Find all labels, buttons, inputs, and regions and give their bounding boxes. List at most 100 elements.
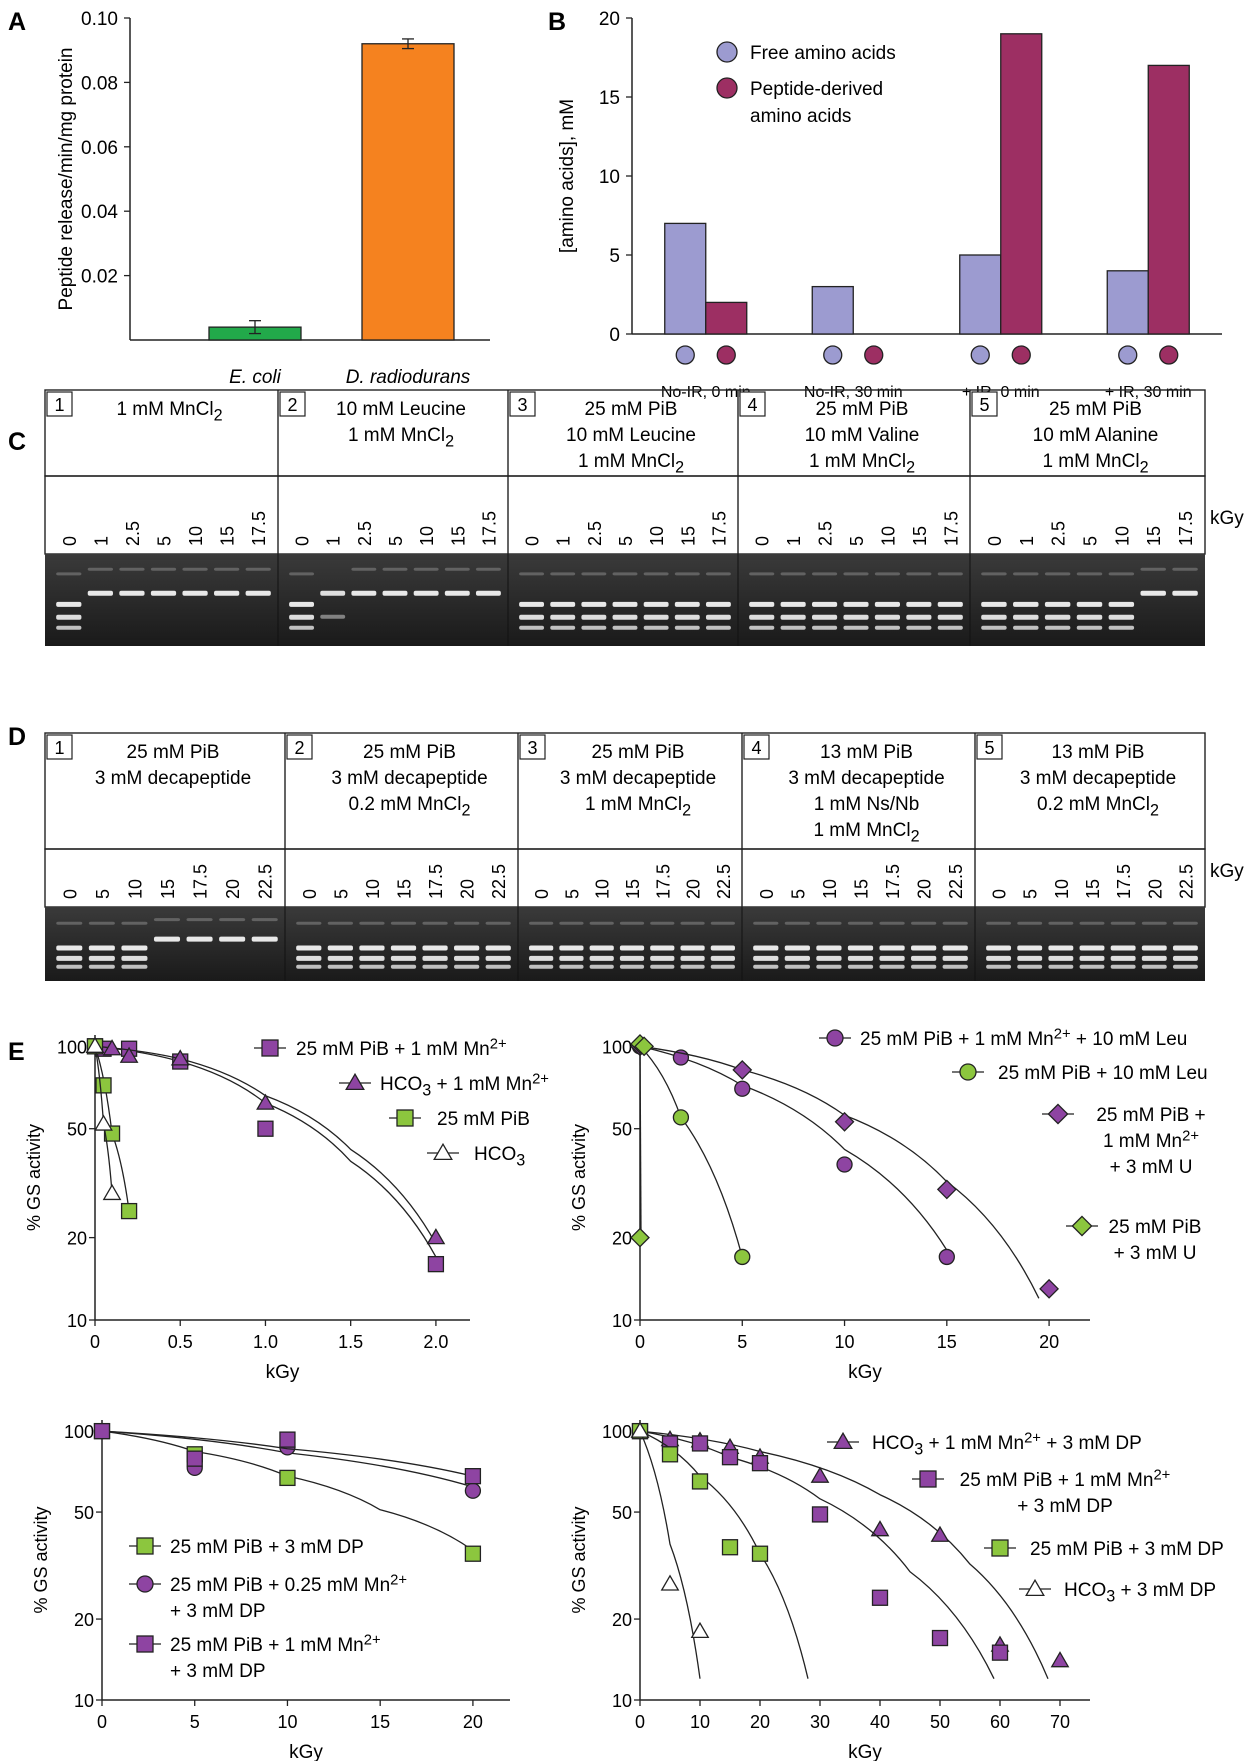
data-point [427,1255,445,1273]
legend-label: HCO3 + 3 mM DP [1064,1580,1216,1606]
condition-label: 1 mM MnCl2 [116,399,222,425]
data-point [931,1629,949,1647]
fit-curve [639,1430,701,1679]
lane-number: 5 [979,395,989,415]
condition-label: 0.2 mM MnCl2 [349,794,471,820]
y-tick-label: 20 [67,1229,87,1249]
gel-band [1017,964,1043,969]
gel-band [359,955,385,961]
gel-band [289,614,315,620]
y-tick-label: 15 [599,88,620,109]
x-tick-label: 1.5 [338,1332,363,1352]
gel-band [1172,955,1198,961]
condition-label: 1 mM Ns/Nb [814,794,920,815]
y-tick-label: 50 [67,1120,87,1140]
legend-marker [833,1431,853,1450]
gel-band [650,955,675,961]
y-tick-label: 100 [64,1422,94,1442]
legend-label: + 3 mM U [1110,1157,1193,1178]
gel-band [619,964,645,969]
chart-e3: 10 20 50 100 0 5 10 15 20 kGy % GS activity 25 mM P… [31,1420,510,1761]
bar [1147,64,1190,335]
condition-label: 10 mM Leucine [566,425,696,446]
x-axis-label: kGy [289,1742,323,1761]
dose-label: 15 [623,879,643,899]
condition-label: 0.2 mM MnCl2 [1037,794,1159,820]
gel-band [219,936,246,942]
y-tick-label: 10 [599,167,620,188]
gel-band [320,614,346,619]
gel-band [981,572,1007,576]
gel-band [454,955,480,961]
lane-number-box [46,391,73,417]
gel-band [519,625,545,630]
y-axis-label: [amino acids], mM [557,99,578,253]
gel-band [942,955,968,961]
data-point [691,1435,709,1452]
dose-label: 5 [331,889,351,899]
lane-number-box [46,734,73,760]
gel-band [529,921,554,925]
gel-band [1017,945,1043,951]
gel-band [812,601,838,607]
gel-band [784,955,810,961]
gel-band [390,945,417,951]
gel-band [182,567,208,571]
gel-band [986,921,1012,925]
gel-band [705,601,731,607]
gel-band [559,921,584,925]
gel-band [485,955,511,961]
legend-label: + 3 mM DP [1017,1496,1113,1517]
gel-band [986,945,1012,951]
gel-band [650,964,675,969]
gel-band [121,945,148,951]
data-point [279,1469,296,1487]
gel-band [529,955,554,961]
gel-band [674,601,700,607]
data-point [936,1179,957,1200]
gel-band [843,601,869,607]
gel-band [56,921,83,925]
y-tick-label: 10 [67,1311,87,1331]
gel-band [911,955,937,961]
data-point [279,1431,296,1448]
y-tick-label: 20 [612,1229,632,1249]
series-dot [1159,345,1179,365]
x-tick-label: 70 [1050,1712,1070,1732]
gel-band [937,601,963,607]
gel-band [1048,945,1074,951]
dose-label: 17.5 [249,511,269,546]
gel-band [874,625,900,630]
data-point [930,1525,950,1542]
dose-label: 0 [990,889,1010,899]
x-tick-label: 2.0 [423,1332,448,1352]
data-point [120,1202,138,1220]
gel-band [619,921,645,925]
gel-band [296,945,322,951]
gel-band [749,614,775,620]
gel-band [612,572,638,576]
legend-label: + 3 mM DP [170,1601,266,1622]
gel-band [906,572,932,576]
gel-band [382,567,408,571]
gel-band [413,590,439,596]
gel-band [581,625,607,630]
dose-label: 22.5 [714,864,734,899]
dose-label: 15 [395,879,415,899]
legend-label: Free amino acids [750,43,896,64]
gel-band [1079,955,1105,961]
gel-band [1110,955,1136,961]
gel-band [906,625,932,630]
data-point [811,1506,829,1523]
gel-band [1048,964,1074,969]
fit-curve [94,1045,437,1245]
gel-band [153,918,181,922]
data-point [95,1077,112,1094]
x-category-label: D. radiodurans [346,367,471,388]
gel-band [680,945,705,951]
gel-band [911,945,937,951]
dose-label: 0 [293,536,313,546]
y-tick-label: 0.06 [81,138,118,159]
